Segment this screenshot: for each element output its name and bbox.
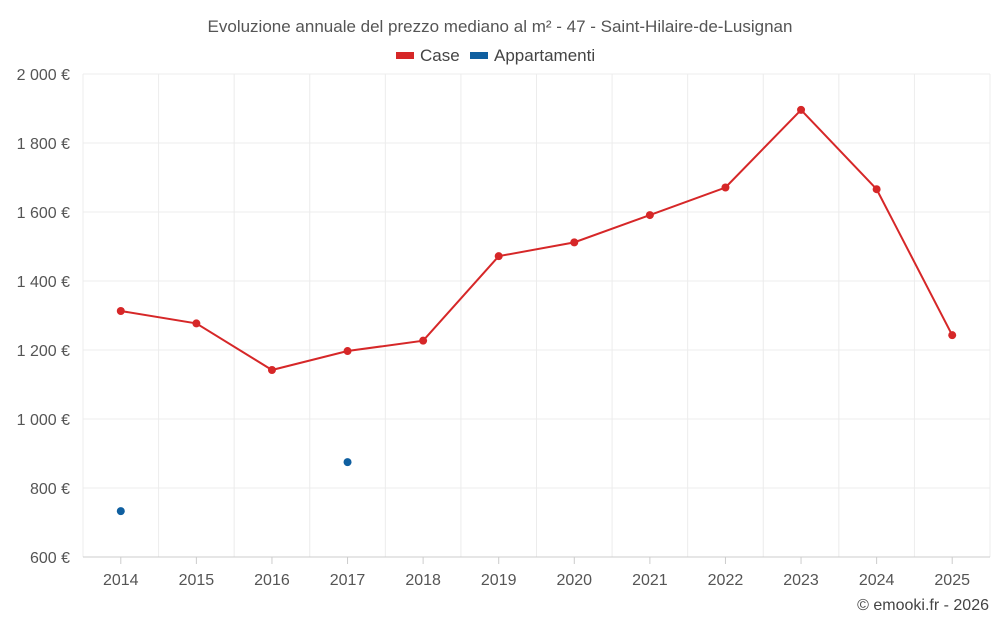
data-point[interactable] <box>494 252 503 261</box>
data-point[interactable] <box>645 211 654 220</box>
series-case <box>116 105 957 375</box>
grid <box>82 73 991 557</box>
y-tick-label: 800 € <box>30 481 70 498</box>
y-tick-label: 600 € <box>30 550 70 567</box>
x-tick-label: 2019 <box>481 572 517 589</box>
legend-label: Appartamenti <box>494 46 595 65</box>
series-layer <box>116 105 957 516</box>
y-tick-label: 2 000 € <box>17 67 70 84</box>
axes: 600 € 800 € 1 000 € 1 200 € 1 400 € 1 600 € 1 … <box>17 67 990 589</box>
x-tick-label: 2023 <box>783 572 819 589</box>
data-point[interactable] <box>267 366 276 375</box>
data-point[interactable] <box>570 238 579 247</box>
y-tick-label: 1 200 € <box>17 343 70 360</box>
data-point[interactable] <box>721 183 730 192</box>
legend: Case Appartamenti <box>396 46 595 65</box>
copyright-footer: © emooki.fr - 2026 <box>857 597 989 614</box>
data-point[interactable] <box>343 347 352 356</box>
series-line-case <box>120 108 954 372</box>
x-tick-label: 2022 <box>708 572 744 589</box>
x-tick-label: 2024 <box>859 572 895 589</box>
data-point[interactable] <box>797 105 806 114</box>
data-point[interactable] <box>872 185 881 194</box>
x-tick-label: 2015 <box>179 572 215 589</box>
x-tick-label: 2017 <box>330 572 366 589</box>
data-point[interactable] <box>116 307 125 316</box>
legend-label: Case <box>420 46 460 65</box>
x-tick-label: 2016 <box>254 572 290 589</box>
x-tick-label: 2018 <box>405 572 441 589</box>
x-tick-label: 2021 <box>632 572 668 589</box>
legend-swatch <box>470 52 488 59</box>
data-point[interactable] <box>419 336 428 345</box>
x-tick-label: 2025 <box>934 572 970 589</box>
legend-swatch <box>396 52 414 59</box>
data-point[interactable] <box>116 507 125 516</box>
chart-title: Evoluzione annuale del prezzo mediano al… <box>208 17 793 36</box>
data-point[interactable] <box>192 319 201 328</box>
series-appartamenti <box>116 458 352 516</box>
y-tick-label: 1 400 € <box>17 274 70 291</box>
y-tick-label: 1 800 € <box>17 136 70 153</box>
data-point[interactable] <box>948 331 957 340</box>
y-tick-label: 1 600 € <box>17 205 70 222</box>
y-tick-label: 1 000 € <box>17 412 70 429</box>
data-point[interactable] <box>343 458 352 467</box>
legend-item-case[interactable]: Case <box>396 46 460 65</box>
x-tick-label: 2020 <box>556 572 592 589</box>
legend-item-appartamenti[interactable]: Appartamenti <box>470 46 595 65</box>
x-tick-label: 2014 <box>103 572 139 589</box>
